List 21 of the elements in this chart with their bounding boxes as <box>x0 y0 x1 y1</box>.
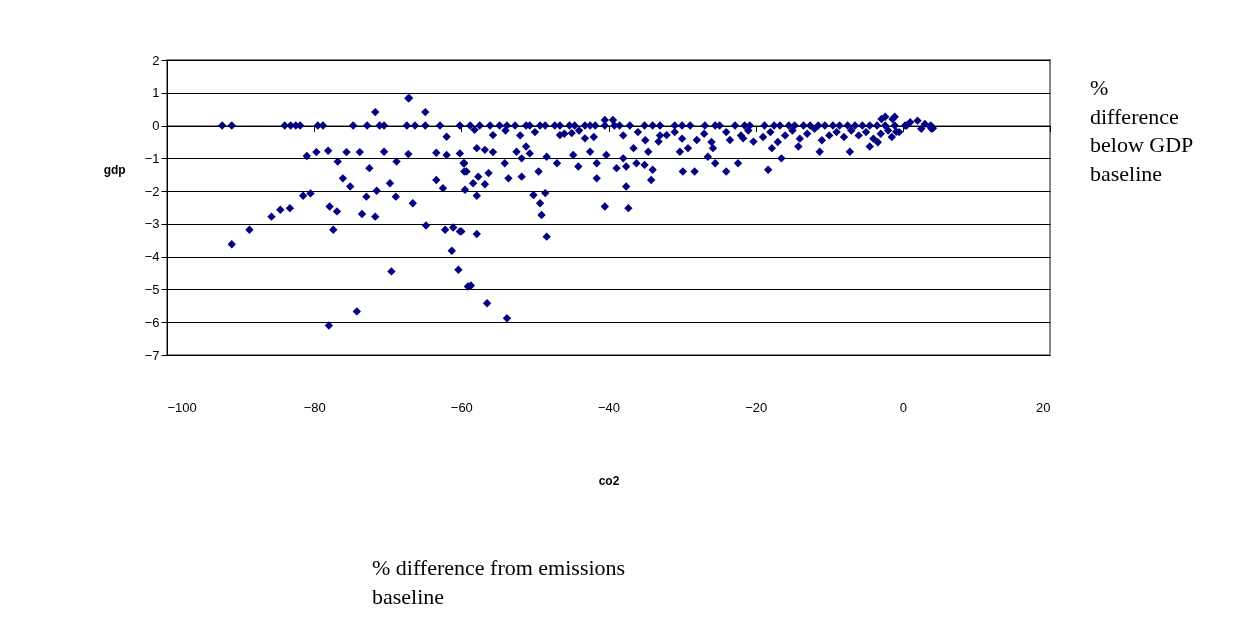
x-tick-label: 20 <box>1036 399 1051 415</box>
y-tick-label: 2 <box>152 52 160 68</box>
y-tick-label: −2 <box>144 183 160 199</box>
x-tick-label: −100 <box>167 399 197 415</box>
x-tick-label: 0 <box>899 399 907 415</box>
y-tick-label: −1 <box>144 150 160 166</box>
x-tick-label: −80 <box>303 399 326 415</box>
x-tick-label: −20 <box>745 399 768 415</box>
y-tick-label: −6 <box>144 314 160 330</box>
x-tick-label: −60 <box>450 399 473 415</box>
text: % difference from emissions baseline <box>372 555 626 609</box>
text: % difference below GDP baseline <box>1090 75 1194 186</box>
y-tick-label: −3 <box>144 216 160 232</box>
y-tick-label: 0 <box>152 118 160 134</box>
x-axis-title: co2 <box>598 474 620 489</box>
y-tick-label: 1 <box>152 85 160 101</box>
y-tick-label: −4 <box>144 249 160 265</box>
x-tick-label: −40 <box>597 399 621 415</box>
y-axis-title: gdp <box>103 162 126 177</box>
y-tick-label: −5 <box>144 281 160 297</box>
y-tick-label: −7 <box>144 347 160 363</box>
